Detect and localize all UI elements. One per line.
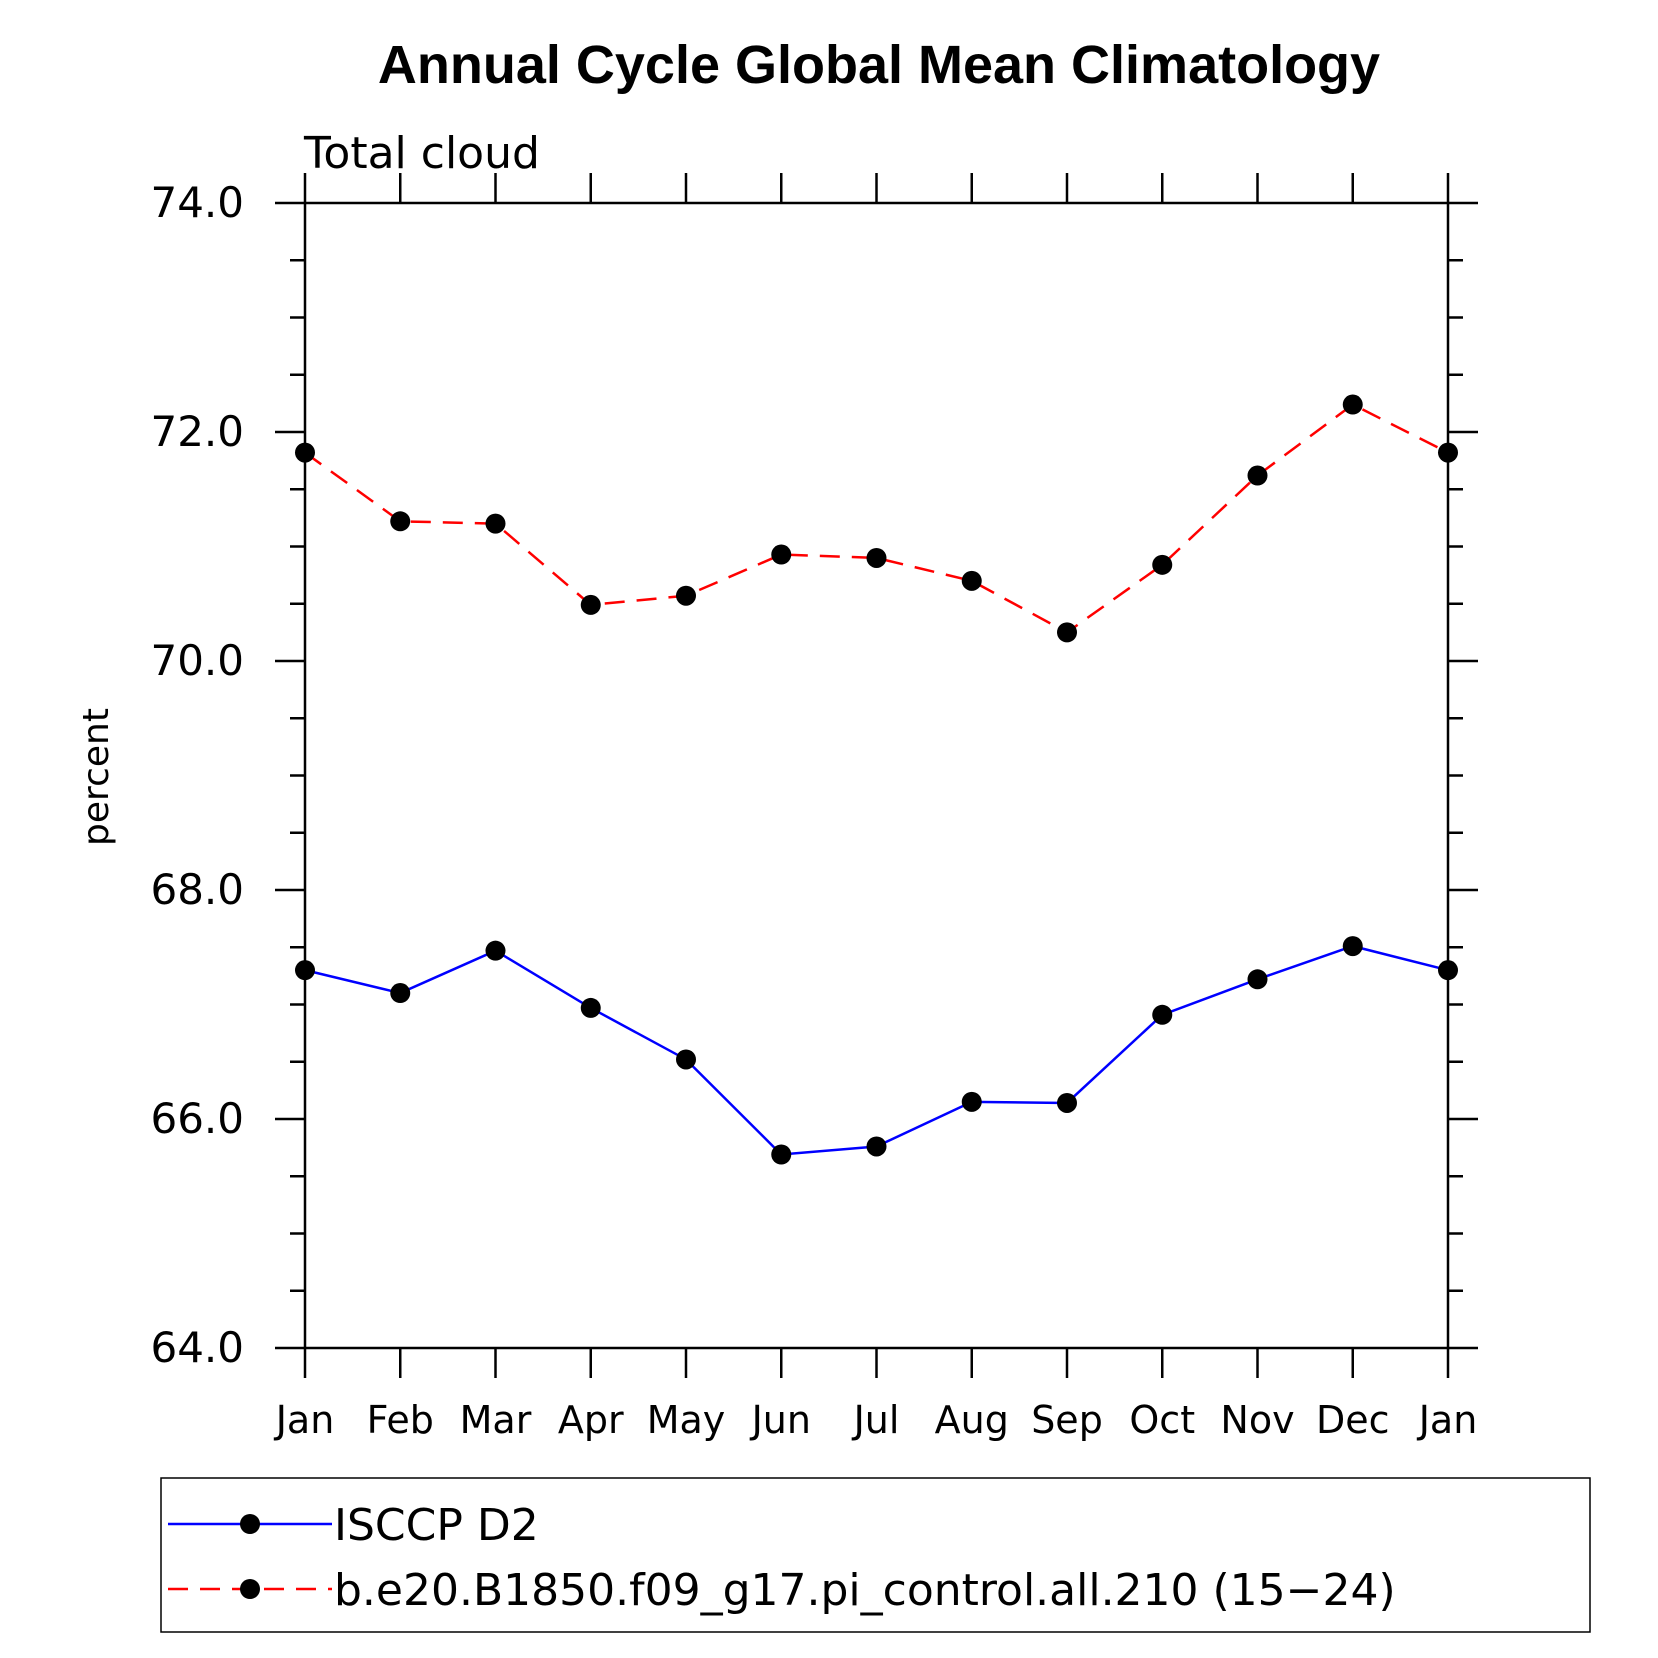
x-tick-label: May <box>647 1398 726 1442</box>
series-layer <box>295 394 1458 1165</box>
data-point <box>1247 969 1268 990</box>
chart-title: Annual Cycle Global Mean Climatology <box>378 35 1380 95</box>
legend-label: ISCCP D2 <box>334 1500 539 1551</box>
data-point <box>390 983 411 1004</box>
data-point <box>866 1136 887 1157</box>
series-1 <box>295 936 1458 1165</box>
x-tick-label: Sep <box>1031 1398 1103 1442</box>
series-line <box>304 403 1449 634</box>
x-tick-label: Jul <box>852 1398 900 1442</box>
x-tick-label: Nov <box>1220 1398 1294 1442</box>
data-point <box>1152 1004 1173 1025</box>
data-point <box>1057 622 1077 643</box>
legend-items: ISCCP D2 b.e20.B1850.f09_g17.pi_control.a… <box>168 1500 1396 1616</box>
x-tick-label: Mar <box>460 1398 532 1442</box>
data-point <box>1342 394 1363 415</box>
y-tick-label: 66.0 <box>150 1094 244 1143</box>
x-tick-label: Jun <box>750 1398 811 1442</box>
data-point <box>1057 1092 1077 1113</box>
data-point <box>580 594 601 615</box>
data-point <box>580 997 601 1018</box>
legend-marker <box>240 1514 260 1534</box>
x-tick-label: Aug <box>935 1398 1009 1442</box>
y-axis-label: percent <box>76 708 117 846</box>
y-tick-label: 72.0 <box>150 407 244 456</box>
series-line <box>304 944 1449 1156</box>
data-point <box>390 511 411 532</box>
y-tick-label: 68.0 <box>150 865 244 914</box>
data-point <box>676 585 696 606</box>
x-tick-labels: Jan Feb Mar Apr May Jun Jul Aug Sep Oct Nov Dec Jan <box>274 1398 1478 1442</box>
plot-frame <box>303 201 1450 1350</box>
data-point <box>866 547 887 568</box>
data-point <box>1247 465 1268 486</box>
legend-label: b.e20.B1850.f09_g17.pi_control.all.210 (… <box>334 1565 1396 1616</box>
y-tick-label: 74.0 <box>150 178 244 227</box>
x-tick-label: Jan <box>1417 1398 1478 1442</box>
x-tick-label: Jan <box>274 1398 335 1442</box>
axis-ticks <box>275 173 1478 1378</box>
x-tick-label: Oct <box>1129 1398 1195 1442</box>
y-tick-label: 64.0 <box>150 1323 244 1372</box>
x-tick-label: Apr <box>558 1398 624 1442</box>
series-2 <box>295 394 1458 643</box>
legend-box <box>160 1477 1591 1633</box>
data-point <box>485 513 506 534</box>
legend: ISCCP D2 b.e20.B1850.f09_g17.pi_control.a… <box>160 1477 1591 1633</box>
legend-marker <box>240 1579 260 1599</box>
y-tick-label: 70.0 <box>150 636 244 685</box>
data-point <box>771 1144 792 1165</box>
chart-subtitle: Total cloud <box>303 128 540 179</box>
x-tick-label: Feb <box>367 1398 434 1442</box>
x-tick-label: Dec <box>1316 1398 1390 1442</box>
data-point <box>1152 554 1173 575</box>
data-point <box>961 1091 982 1112</box>
data-point <box>771 544 792 565</box>
data-point <box>1342 936 1363 957</box>
y-tick-labels: 64.0 66.0 68.0 70.0 72.0 74.0 <box>150 178 244 1372</box>
data-point <box>961 570 982 591</box>
data-point <box>485 940 506 961</box>
data-point <box>676 1049 696 1070</box>
